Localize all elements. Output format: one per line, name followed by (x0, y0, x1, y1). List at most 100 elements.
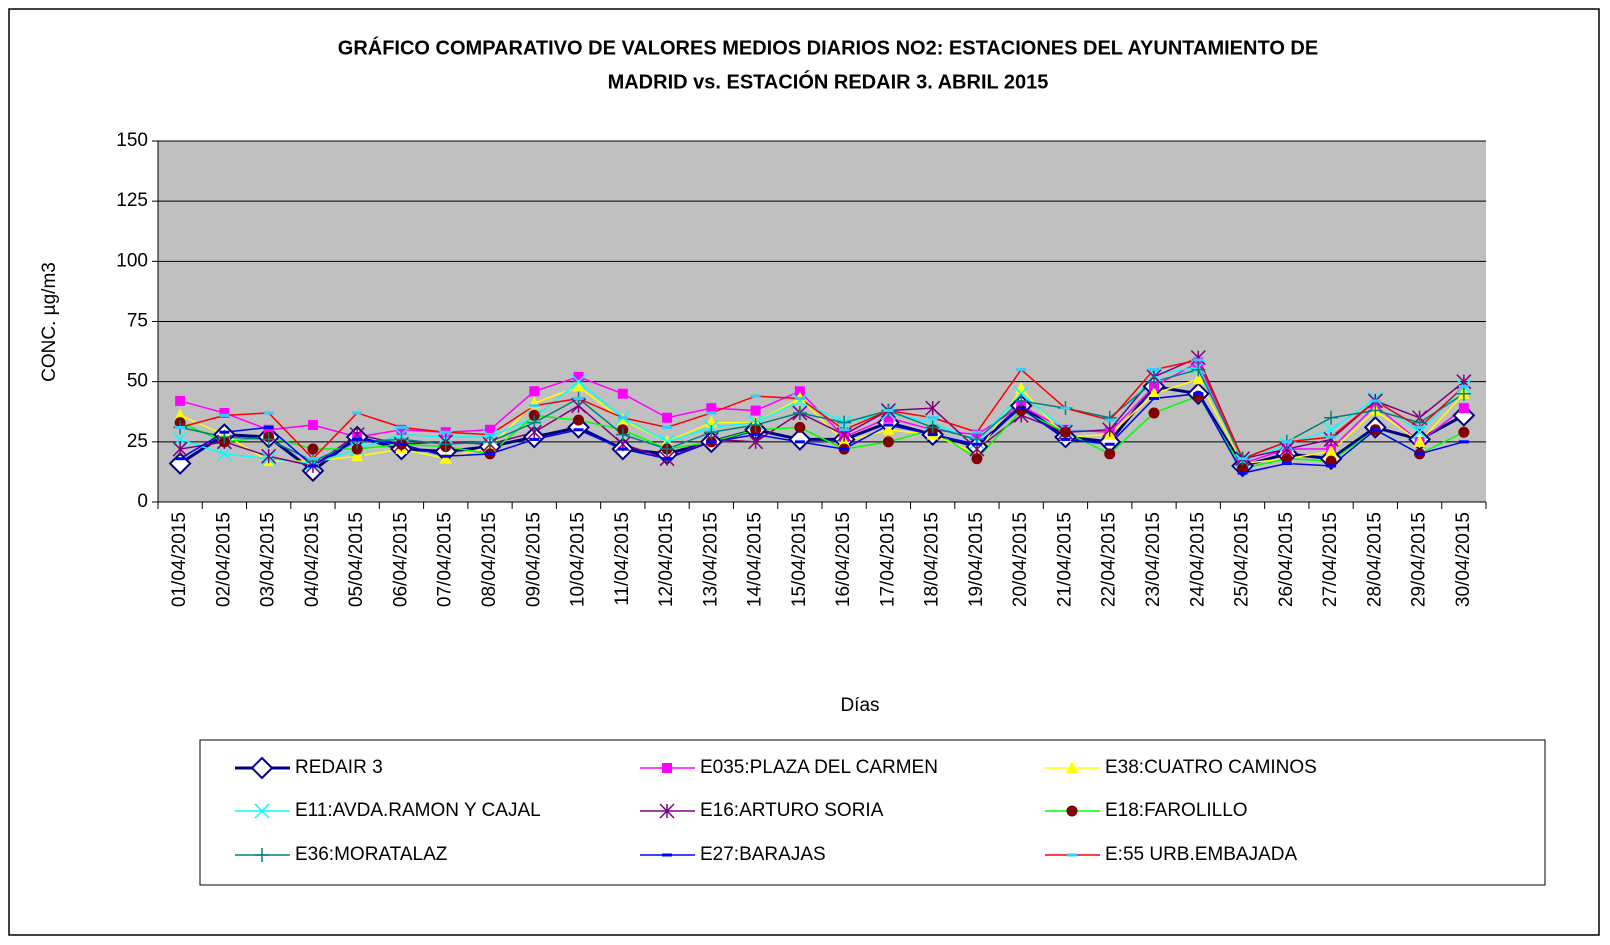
x-tick-label: 14/04/2015 (745, 512, 766, 607)
y-tick-label: 150 (116, 130, 148, 151)
marker (748, 417, 763, 432)
marker (261, 432, 276, 447)
series-line (179, 359, 1465, 460)
marker (528, 409, 540, 421)
marker (750, 405, 761, 416)
marker (788, 428, 812, 451)
marker (250, 756, 274, 780)
series-line (180, 356, 1465, 467)
y-tick-label: 25 (127, 431, 148, 452)
marker (704, 425, 719, 440)
marker (1281, 453, 1293, 465)
marker (1191, 362, 1206, 377)
marker (438, 437, 453, 452)
marker (615, 427, 630, 442)
x-tick-label: 02/04/2015 (213, 512, 234, 607)
marker (351, 449, 364, 462)
marker (925, 400, 941, 416)
marker (792, 393, 808, 409)
marker (255, 848, 269, 862)
marker (659, 803, 675, 819)
marker (307, 419, 318, 430)
marker (617, 388, 628, 399)
legend-label: E11:AVDA.RAMON Y CAJAL (295, 800, 541, 821)
series-line (179, 392, 1465, 474)
marker (254, 803, 270, 819)
marker (216, 446, 232, 462)
marker (1458, 403, 1469, 414)
x-tick-label: 11/04/2015 (612, 512, 633, 606)
legend-label: REDAIR 3 (295, 757, 383, 778)
marker (483, 434, 497, 449)
x-tick-label: 17/04/2015 (877, 512, 898, 607)
chart-title: MADRID vs. ESTACIÓN REDAIR 3. ABRIL 2015 (608, 69, 1049, 93)
marker (748, 434, 764, 450)
y-tick-label: 0 (137, 491, 148, 512)
marker (1013, 386, 1029, 402)
x-tick-label: 26/04/2015 (1276, 512, 1297, 607)
marker (660, 442, 675, 457)
marker (837, 415, 852, 430)
marker (1368, 403, 1383, 418)
marker (529, 386, 540, 397)
marker (1104, 448, 1116, 460)
marker (1323, 431, 1339, 447)
y-axis-label: CONC. µg/m3 (39, 262, 60, 382)
x-tick-label: 09/04/2015 (523, 512, 544, 607)
legend (199, 739, 1546, 886)
marker (1324, 410, 1339, 425)
marker (1190, 350, 1206, 366)
marker (350, 434, 365, 449)
chart-title: GRÁFICO COMPARATIVO DE VALORES MEDIOS DI… (338, 36, 1318, 59)
x-tick-label: 10/04/2015 (568, 512, 589, 607)
marker (662, 763, 672, 773)
marker (263, 424, 274, 435)
y-tick-label: 125 (116, 190, 148, 211)
x-tick-label: 27/04/2015 (1320, 512, 1341, 607)
marker (1325, 444, 1338, 457)
y-tick-label: 50 (127, 371, 148, 392)
marker (485, 424, 495, 435)
x-tick-label: 03/04/2015 (258, 512, 279, 607)
x-tick-label: 04/04/2015 (302, 512, 323, 607)
x-tick-label: 07/04/2015 (435, 512, 456, 607)
marker (792, 405, 807, 420)
x-tick-label: 01/04/2015 (169, 512, 190, 607)
x-tick-label: 18/04/2015 (922, 512, 943, 607)
x-axis-label: Días (840, 695, 879, 716)
y-tick-label: 100 (116, 250, 148, 271)
marker (1102, 410, 1117, 425)
marker (1148, 407, 1160, 419)
x-tick-label: 22/04/2015 (1099, 512, 1120, 607)
x-tick-label: 24/04/2015 (1187, 512, 1208, 607)
x-tick-label: 06/04/2015 (390, 512, 411, 607)
x-tick-label: 21/04/2015 (1054, 512, 1075, 607)
x-tick-label: 19/04/2015 (966, 512, 987, 607)
marker (925, 420, 940, 435)
marker (882, 436, 894, 448)
marker (172, 441, 188, 457)
marker (573, 371, 584, 382)
marker (573, 414, 585, 426)
x-tick-label: 15/04/2015 (789, 512, 810, 607)
marker (307, 443, 319, 455)
x-tick-label: 13/04/2015 (700, 512, 721, 607)
marker (1413, 434, 1426, 447)
x-tick-label: 23/04/2015 (1143, 512, 1164, 607)
marker (1192, 372, 1205, 385)
marker (219, 407, 230, 418)
marker (174, 408, 187, 421)
marker (396, 424, 407, 435)
marker (1059, 426, 1071, 438)
x-tick-label: 25/04/2015 (1232, 512, 1253, 607)
x-tick-label: 12/04/2015 (656, 512, 677, 607)
x-tick-label: 20/04/2015 (1010, 512, 1031, 607)
x-tick-label: 28/04/2015 (1364, 512, 1385, 607)
marker (706, 403, 717, 414)
x-tick-label: 16/04/2015 (833, 512, 854, 607)
marker (571, 374, 587, 390)
marker (794, 386, 805, 397)
x-tick-label: 05/04/2015 (346, 512, 367, 607)
